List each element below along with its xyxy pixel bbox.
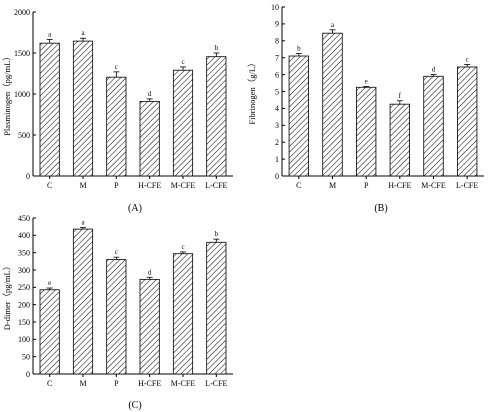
x-tick-label: P	[114, 181, 119, 190]
y-tick-label: 1000	[14, 90, 30, 99]
x-tick-label: H-CFE	[388, 181, 411, 190]
significance-label: b	[297, 44, 301, 52]
significance-label: c	[115, 63, 118, 71]
significance-label: d	[432, 66, 436, 74]
x-tick-label: M-CFE	[421, 181, 446, 190]
y-tick-label: 1500	[14, 49, 30, 58]
y-tick-label: 10	[271, 3, 279, 12]
bar-c	[39, 42, 60, 177]
chart-panel-1: 0 500 1000 1500 2000 Plasminogen（pg/mL） a Ca Mc P…	[2, 8, 233, 214]
x-tick-label: P	[364, 181, 369, 190]
significance-label: c	[181, 58, 184, 66]
y-axis-title: Fibrinogen（g/L）	[247, 58, 257, 124]
y-tick-label: 200	[18, 300, 30, 309]
significance-label: a	[81, 29, 85, 37]
bar-m-cfe	[172, 69, 194, 177]
bar-m-cfe	[423, 75, 444, 177]
significance-label: b	[215, 44, 219, 52]
y-tick-label: 9	[275, 20, 279, 29]
bar-l-cfe	[206, 56, 227, 177]
y-tick-label: 1	[275, 155, 279, 164]
bar-p	[356, 86, 377, 177]
x-tick-label: L-CFE	[456, 181, 478, 190]
bar-h-cfe	[139, 278, 160, 375]
bar-h-cfe	[389, 103, 410, 177]
significance-label: b	[215, 230, 219, 238]
significance-label: c	[115, 248, 118, 256]
x-tick-label: C	[47, 181, 52, 190]
significance-label: a	[331, 21, 335, 29]
y-tick-label: 3	[275, 121, 279, 130]
x-tick-label: M-CFE	[171, 181, 196, 190]
y-tick-label: 6	[275, 70, 279, 79]
x-tick-label: L-CFE	[205, 379, 227, 388]
y-tick-label: 7	[275, 54, 279, 63]
significance-label: d	[148, 268, 152, 276]
x-tick-label: H-CFE	[138, 181, 161, 190]
significance-label: c	[466, 55, 469, 63]
x-tick-label: M	[79, 181, 86, 190]
x-tick-label: L-CFE	[205, 181, 227, 190]
y-tick-label: 0	[26, 172, 30, 181]
x-tick-label: P	[114, 379, 119, 388]
y-tick-label: 8	[275, 37, 279, 46]
significance-label: d	[148, 90, 152, 98]
significance-label: f	[399, 92, 402, 100]
bar-h-cfe	[139, 100, 160, 177]
x-tick-label: C	[296, 181, 301, 190]
panel-label: (C)	[128, 400, 141, 411]
bar-m	[72, 228, 94, 375]
y-tick-label: 300	[18, 266, 30, 275]
significance-label: e	[48, 279, 51, 287]
bar-m	[72, 40, 94, 177]
y-tick-label: 350	[18, 248, 30, 257]
panel-label: (B)	[374, 203, 387, 214]
y-axis-title: D-dimer（pg/mL）	[2, 262, 12, 330]
x-tick-label: C	[47, 379, 52, 388]
chart-panel-3: 0 50 100 150 200 250 300 350 400 450 D-dimer（pg/mL…	[2, 214, 233, 411]
bar-m	[322, 32, 343, 177]
y-tick-label: 150	[18, 318, 30, 327]
bar-p	[106, 259, 127, 375]
significance-label: a	[81, 218, 85, 226]
y-tick-label: 50	[22, 352, 30, 361]
y-tick-label: 4	[275, 104, 279, 113]
y-tick-label: 500	[18, 131, 30, 140]
x-tick-label: M	[329, 181, 336, 190]
x-tick-label: M-CFE	[171, 379, 196, 388]
bar-c	[288, 55, 309, 177]
y-tick-label: 0	[275, 172, 279, 181]
bar-m-cfe	[172, 253, 194, 375]
bar-c	[39, 289, 60, 375]
y-tick-label: 100	[18, 335, 30, 344]
y-axis-title: Plasminogen（pg/mL）	[2, 52, 12, 136]
y-tick-label: 400	[18, 231, 30, 240]
bar-l-cfe	[206, 241, 227, 375]
chart-panel-2: 0 1 2 3 4 5 6 7 8 9 10 Fibrinogen（g/L） b Ca Me Pf H-CFE d…	[247, 3, 484, 214]
bar-p	[106, 76, 127, 177]
x-tick-label: H-CFE	[138, 379, 161, 388]
y-tick-label: 250	[18, 283, 30, 292]
bar-l-cfe	[457, 66, 478, 177]
significance-label: a	[48, 30, 52, 38]
y-tick-label: 2	[275, 138, 279, 147]
y-tick-label: 450	[18, 214, 30, 223]
x-tick-label: M	[79, 379, 86, 388]
significance-label: c	[181, 243, 184, 251]
y-tick-label: 0	[26, 370, 30, 379]
panel-label: (A)	[128, 203, 142, 214]
significance-label: e	[365, 77, 368, 85]
y-tick-label: 2000	[14, 8, 30, 17]
y-tick-label: 5	[275, 87, 279, 96]
